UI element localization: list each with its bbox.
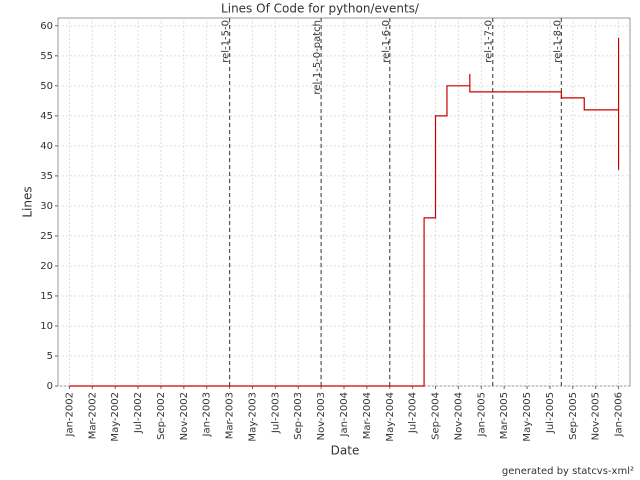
y-tick-label: 45	[40, 111, 53, 122]
x-tick-label: Mar-2005	[499, 392, 510, 439]
chart-title: Lines Of Code for python/events/	[221, 2, 420, 16]
y-tick-label: 15	[40, 291, 53, 302]
x-tick-label: Sep-2004	[431, 392, 442, 440]
x-tick-label: May-2002	[110, 392, 121, 442]
x-tick-label: Sep-2002	[156, 392, 167, 440]
release-label: rel-1-5-0	[221, 20, 232, 63]
x-tick-label: Jul-2003	[270, 392, 281, 434]
x-tick-label: May-2003	[247, 392, 258, 442]
x-tick-label: Mar-2004	[362, 392, 373, 439]
y-tick-label: 0	[47, 381, 53, 392]
release-label: rel-1-6-0	[381, 20, 392, 63]
y-tick-label: 25	[40, 231, 53, 242]
x-tick-label: Sep-2003	[293, 392, 304, 440]
y-tick-label: 35	[40, 171, 53, 182]
y-tick-label: 10	[40, 321, 53, 332]
x-tick-label: Nov-2005	[591, 392, 602, 440]
x-tick-label: Jul-2002	[133, 392, 144, 434]
x-tick-label: Nov-2003	[316, 392, 327, 440]
x-tick-label: May-2005	[522, 392, 533, 442]
x-tick-label: Mar-2003	[225, 392, 236, 439]
x-tick-label: Jan-2005	[476, 392, 487, 437]
release-label: rel-1-5-0-patch	[312, 20, 323, 95]
y-tick-label: 50	[40, 81, 53, 92]
x-tick-label: Jan-2006	[614, 392, 625, 437]
x-tick-label: Jul-2004	[408, 392, 419, 434]
y-axis-label: Lines	[21, 186, 35, 217]
release-label: rel-1-8-0	[552, 20, 563, 63]
y-tick-label: 60	[40, 21, 53, 32]
y-tick-label: 40	[40, 141, 53, 152]
x-tick-label: Nov-2002	[179, 392, 190, 440]
x-tick-label: Jan-2003	[202, 392, 213, 437]
x-tick-label: May-2004	[385, 392, 396, 442]
y-tick-label: 30	[40, 201, 53, 212]
x-tick-label: Jul-2005	[545, 392, 556, 434]
y-tick-label: 5	[47, 351, 53, 362]
y-tick-label: 20	[40, 261, 53, 272]
x-tick-label: Nov-2004	[453, 392, 464, 440]
y-tick-label: 55	[40, 51, 53, 62]
x-tick-label: Sep-2005	[568, 392, 579, 440]
x-tick-label: Jan-2004	[339, 392, 350, 437]
x-tick-label: Mar-2002	[87, 392, 98, 439]
footer: generated by statcvs-xml²	[502, 466, 634, 477]
x-axis-label: Date	[331, 444, 360, 458]
data-line	[69, 37, 620, 387]
release-label: rel-1-7-0	[484, 20, 495, 63]
x-tick-label: Jan-2002	[64, 392, 75, 437]
